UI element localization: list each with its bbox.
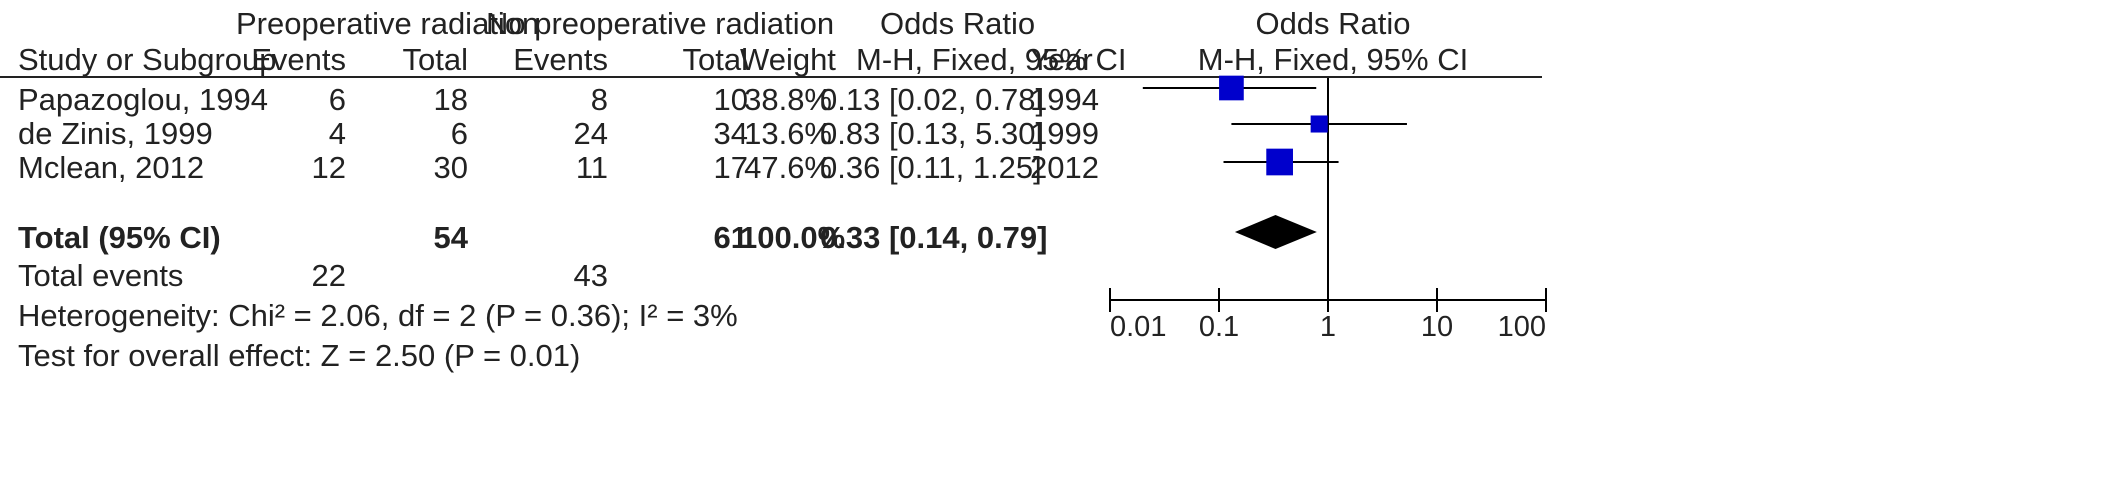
overall-effect-text: Test for overall effect: Z = 2.50 (P = 0… (18, 338, 581, 373)
total2-cell: 17 (713, 150, 748, 185)
odds-ratio-table-header: Odds Ratio (880, 6, 1036, 41)
events1-column-header: Events (251, 42, 346, 77)
x-axis-tick-label: 10 (1421, 311, 1453, 343)
ci-cell: 0.36 [0.11, 1.25] (820, 150, 1042, 185)
total-events-label: Total events (18, 258, 184, 293)
ci-cell: 0.13 [0.02, 0.78] (820, 82, 1045, 117)
weight-cell: 13.6% (744, 116, 832, 151)
year-column-header: Year (1030, 42, 1093, 77)
weight-cell: 38.8% (744, 82, 832, 117)
events1-cell: 4 (328, 116, 346, 151)
total-ci-cell: 0.33 [0.14, 0.79] (820, 220, 1048, 255)
total2-cell: 34 (713, 116, 748, 151)
study-marker (1219, 75, 1244, 101)
events2-cell: 8 (590, 82, 608, 117)
study-marker (1266, 148, 1293, 176)
header-rule (0, 76, 1542, 78)
group1-header: Preoperative radiation (236, 6, 540, 41)
year-cell: 1999 (1030, 116, 1099, 151)
weight-cell: 47.6% (744, 150, 832, 185)
events2-cell: 11 (575, 150, 608, 185)
weight-column-header: Weight (740, 42, 836, 77)
x-axis-tick-label: 1 (1320, 311, 1336, 343)
year-cell: 1994 (1030, 82, 1099, 117)
events2-cell: 24 (573, 116, 608, 151)
study-marker (1310, 115, 1328, 133)
total1-cell: 18 (433, 82, 468, 117)
heterogeneity-text: Heterogeneity: Chi² = 2.06, df = 2 (P = … (18, 298, 738, 333)
total-events2-cell: 43 (573, 258, 608, 293)
total1-cell: 54 (433, 220, 468, 255)
events1-cell: 6 (328, 82, 346, 117)
method-plot-header: M-H, Fixed, 95% CI (1197, 42, 1469, 77)
total-events1-cell: 22 (311, 258, 346, 293)
total-label: Total (95% CI) (18, 220, 221, 255)
method-column-header: M-H, Fixed, 95% CI (856, 42, 1127, 77)
pooled-diamond (1234, 215, 1317, 249)
x-axis-tick-label: 0.01 (1110, 311, 1166, 343)
x-axis-tick-label: 0.1 (1199, 311, 1239, 343)
study-column-header: Study or Subgroup (18, 42, 277, 77)
year-cell: 2012 (1030, 150, 1099, 185)
x-axis-tick-label: 100 (1498, 311, 1546, 343)
odds-ratio-plot-header: Odds Ratio (1255, 6, 1411, 41)
study-name: Papazoglou, 1994 (18, 82, 268, 117)
events1-cell: 12 (311, 150, 346, 185)
ci-cell: 0.83 [0.13, 5.30] (820, 116, 1045, 151)
total2-cell: 61 (713, 220, 748, 255)
total2-cell: 10 (713, 82, 748, 117)
events2-column-header: Events (513, 42, 608, 77)
study-name: de Zinis, 1999 (18, 116, 213, 151)
total1-cell: 30 (433, 150, 468, 185)
total1-column-header: Total (402, 42, 468, 77)
study-name: Mclean, 2012 (18, 150, 205, 185)
total2-column-header: Total (682, 42, 748, 77)
group2-header: No preoperative radiation (486, 6, 835, 41)
total1-cell: 6 (450, 116, 468, 151)
total-weight-cell: 100.0% (740, 220, 846, 255)
